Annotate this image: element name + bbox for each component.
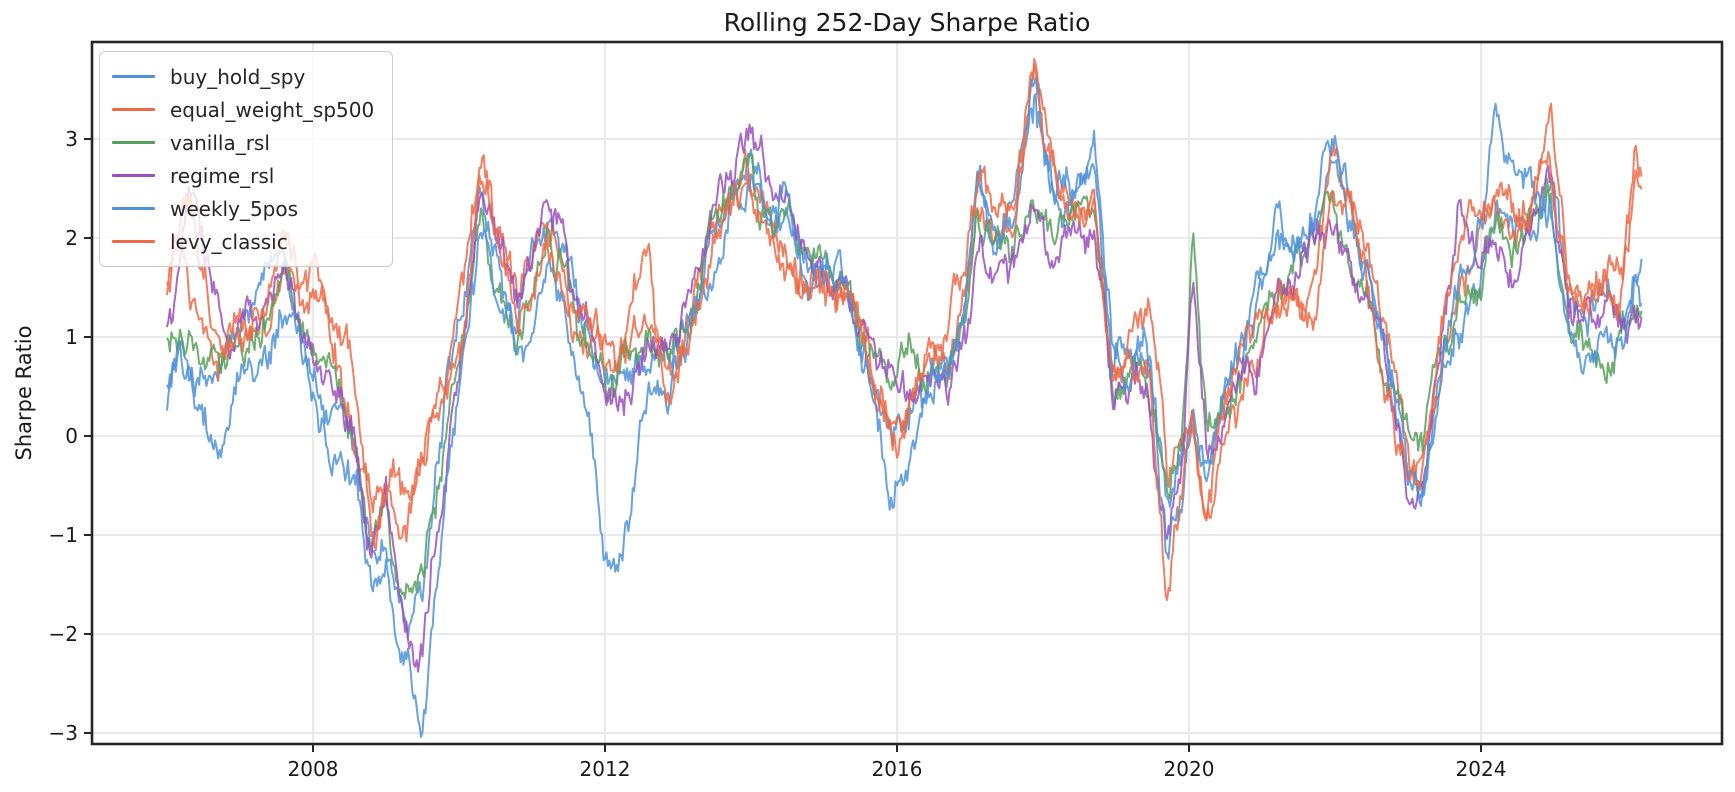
axes-spines [90, 40, 1724, 746]
legend-item: levy_classic [112, 225, 374, 258]
legend-swatch-line [112, 107, 155, 112]
legend-swatch-line [112, 173, 155, 178]
legend-item-label: weekly_5pos [170, 196, 299, 221]
legend-item-label: levy_classic [170, 229, 288, 254]
legend-item: vanilla_rsl [112, 126, 374, 159]
legend-swatch-line [112, 74, 155, 79]
legend-item-label: vanilla_rsl [170, 130, 270, 155]
x-tick-label: 2008 [288, 757, 339, 781]
legend-swatch-line [112, 239, 155, 244]
legend: buy_hold_spy equal_weight_sp500 vanilla_rs… [99, 51, 394, 267]
legend-item: buy_hold_spy [112, 60, 374, 93]
y-tick-label: −1 [49, 523, 78, 547]
chart-title: Rolling 252-Day Sharpe Ratio [723, 8, 1091, 37]
x-tick-label: 2024 [1456, 757, 1507, 781]
y-tick-label: 3 [65, 127, 78, 151]
legend-item: weekly_5pos [112, 192, 374, 225]
y-tick-label: 2 [65, 226, 78, 250]
y-tick-label: 0 [65, 424, 78, 448]
legend-swatch-line [112, 206, 155, 211]
x-tick-label: 2012 [580, 757, 631, 781]
y-tick-label: 1 [65, 325, 78, 349]
legend-item: equal_weight_sp500 [112, 93, 374, 126]
x-tick-label: 2020 [1164, 757, 1215, 781]
series-line-regime_rsl [166, 123, 1643, 673]
legend-item: regime_rsl [112, 159, 374, 192]
series-line-equal_weight_sp500 [166, 57, 1643, 543]
series-line-vanilla_rsl [166, 152, 1643, 600]
legend-item-label: equal_weight_sp500 [170, 97, 375, 122]
y-tick-label: −2 [49, 622, 78, 646]
legend-item-label: buy_hold_spy [170, 64, 306, 89]
y-tick-label: −3 [49, 721, 78, 745]
series-line-levy_classic [166, 64, 1643, 602]
legend-swatch-line [112, 140, 155, 145]
series-lines [166, 57, 1643, 739]
legend-item-label: regime_rsl [170, 163, 275, 188]
x-tick-label: 2016 [872, 757, 923, 781]
series-line-weekly_5pos [166, 75, 1643, 739]
